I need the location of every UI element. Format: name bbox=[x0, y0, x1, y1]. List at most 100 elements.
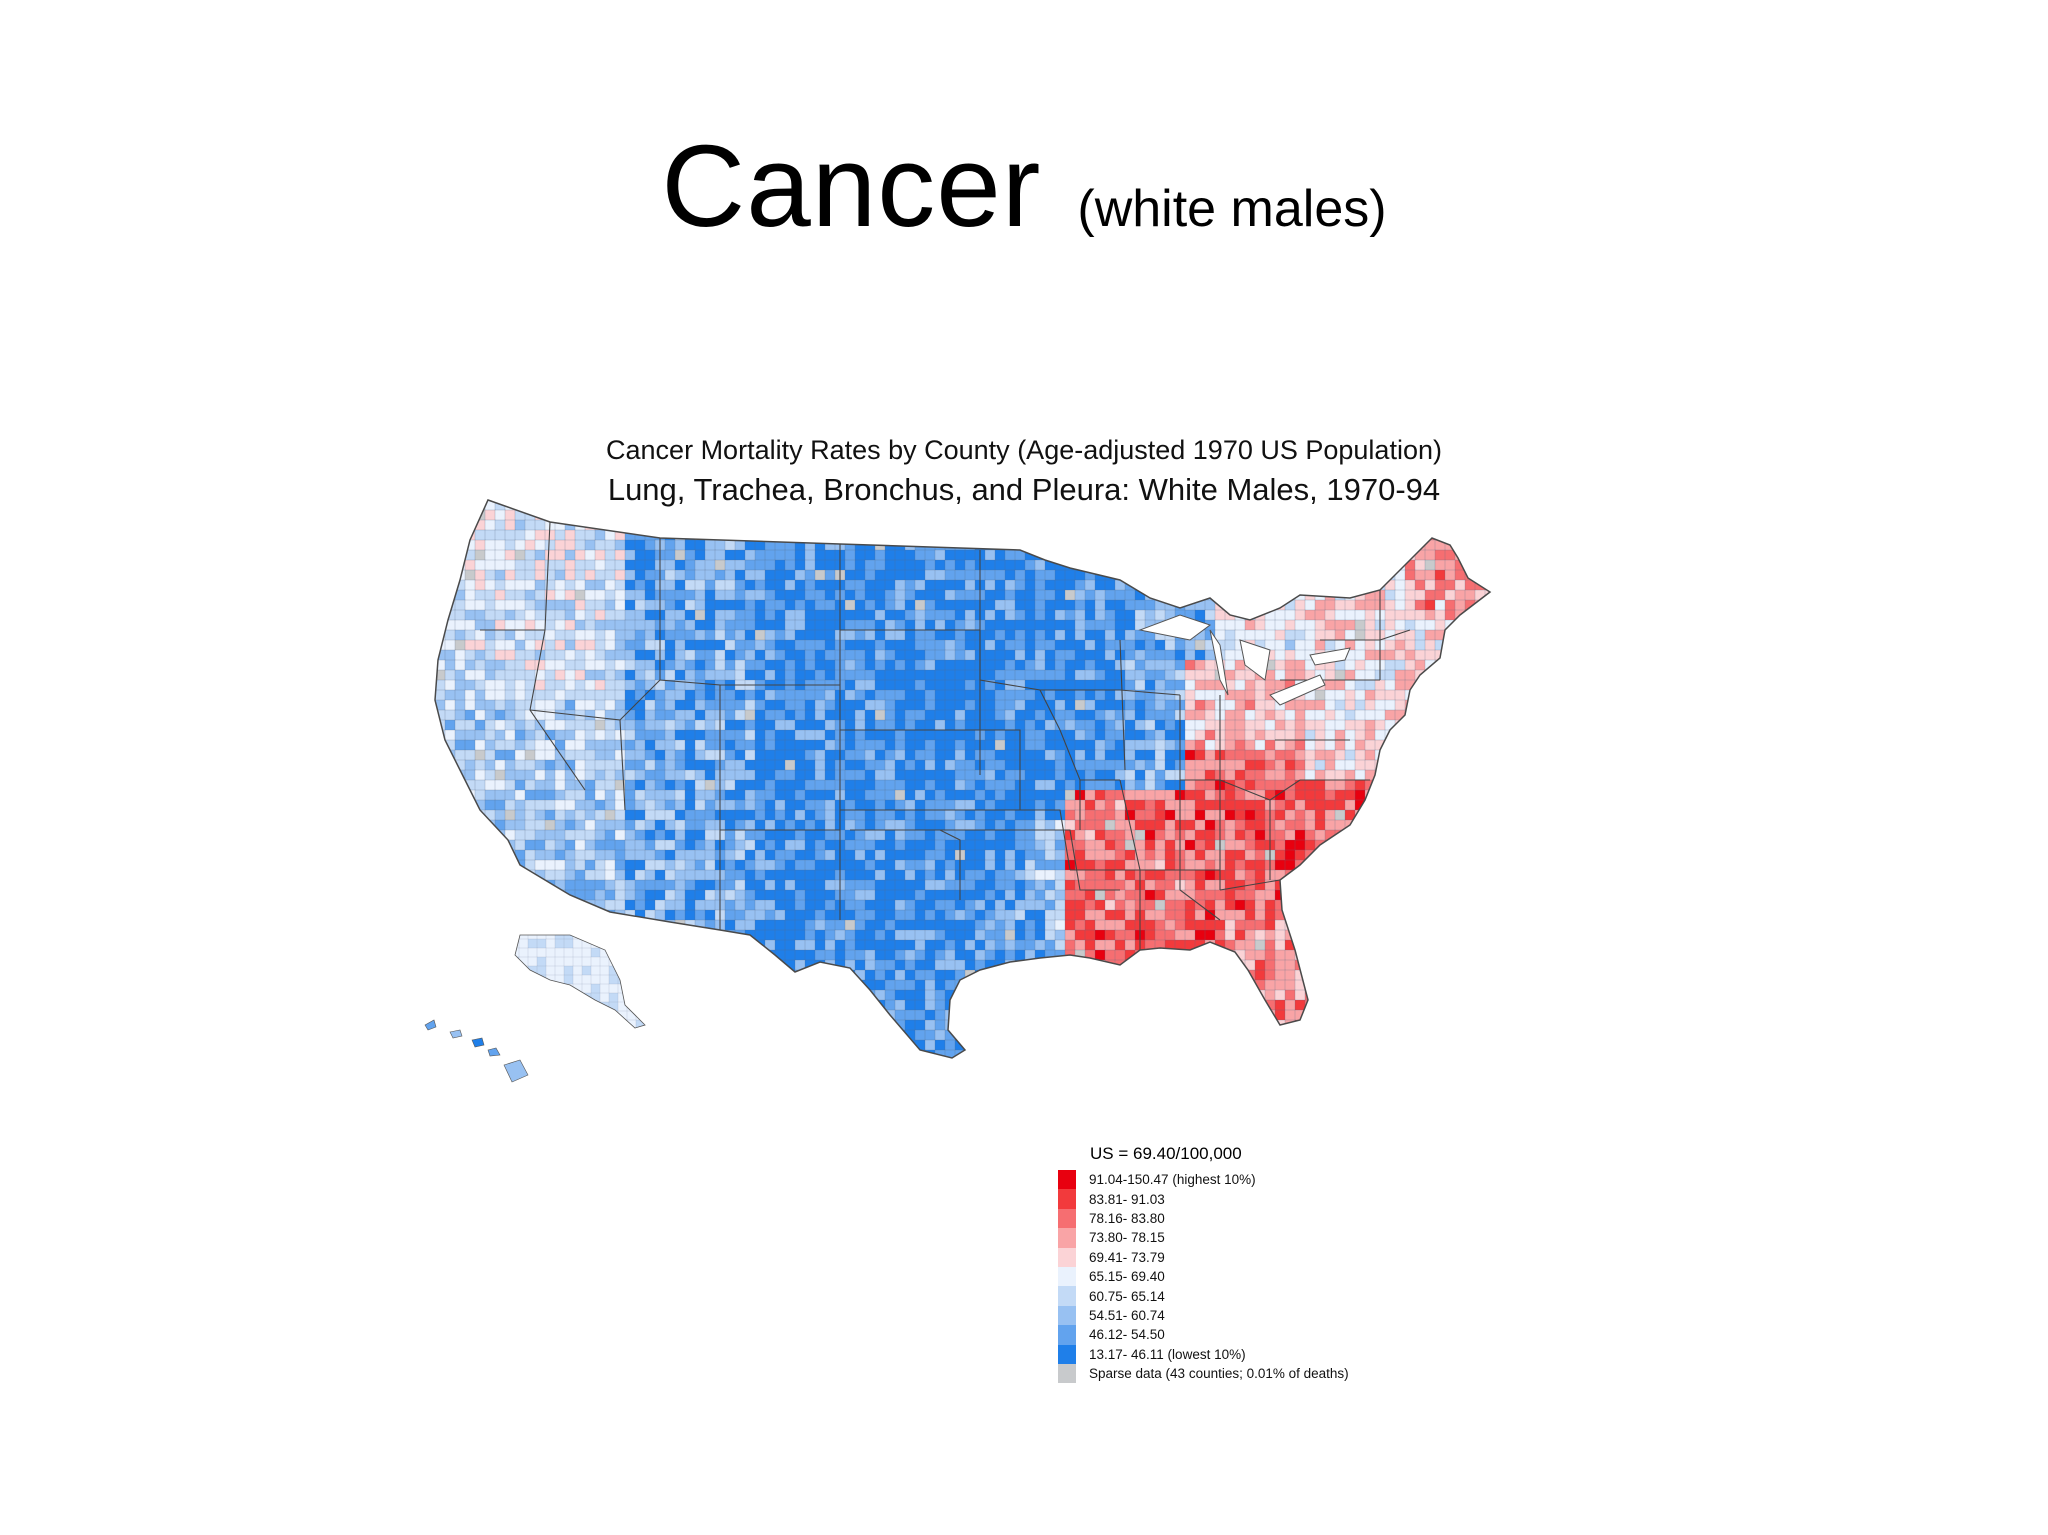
county-cell bbox=[524, 599, 536, 611]
county-cell bbox=[604, 659, 616, 671]
county-cell bbox=[1495, 530, 1505, 540]
county-cell bbox=[1234, 709, 1246, 721]
county-cell bbox=[764, 609, 776, 621]
county-cell bbox=[1334, 919, 1346, 931]
county-cell bbox=[664, 669, 676, 681]
county-cell bbox=[984, 699, 996, 711]
county-cell bbox=[744, 689, 756, 701]
county-cell bbox=[1054, 500, 1066, 511]
county-cell bbox=[1284, 619, 1296, 631]
county-cell bbox=[564, 639, 576, 651]
county-cell bbox=[1224, 539, 1236, 551]
county-cell bbox=[1374, 500, 1386, 511]
county-cell bbox=[1084, 619, 1096, 631]
county-cell bbox=[484, 809, 496, 821]
county-cell bbox=[1495, 660, 1505, 670]
county-cell bbox=[1384, 689, 1396, 701]
county-cell bbox=[1004, 589, 1016, 601]
county-cell bbox=[844, 689, 856, 701]
county-cell bbox=[664, 609, 676, 621]
county-cell bbox=[864, 519, 876, 531]
county-cell bbox=[1054, 549, 1066, 561]
county-cell bbox=[514, 500, 526, 511]
county-cell bbox=[1244, 889, 1256, 901]
county-cell bbox=[1464, 609, 1476, 621]
county-cell bbox=[834, 529, 846, 541]
county-cell bbox=[1234, 679, 1246, 691]
county-cell bbox=[1304, 749, 1316, 761]
county-cell bbox=[1284, 529, 1296, 541]
county-cell bbox=[494, 789, 506, 801]
county-cell bbox=[534, 539, 546, 551]
county-cell bbox=[1144, 809, 1156, 821]
county-cell bbox=[1244, 779, 1256, 791]
county-cell bbox=[1004, 929, 1016, 941]
county-cell bbox=[1084, 819, 1096, 831]
county-cell bbox=[1384, 889, 1396, 901]
county-cell bbox=[1054, 799, 1066, 811]
county-cell bbox=[1004, 779, 1016, 791]
county-cell bbox=[734, 749, 746, 761]
county-cell bbox=[1054, 939, 1066, 951]
county-cell bbox=[894, 649, 906, 661]
county-cell bbox=[604, 789, 616, 801]
county-cell bbox=[474, 599, 486, 611]
county-cell bbox=[694, 769, 706, 781]
county-cell bbox=[694, 889, 706, 901]
county-cell bbox=[534, 729, 546, 741]
county-cell bbox=[1404, 500, 1416, 501]
county-cell bbox=[1324, 689, 1336, 701]
county-cell bbox=[1004, 909, 1016, 921]
county-cell bbox=[1314, 529, 1326, 541]
county-cell bbox=[1054, 839, 1066, 851]
county-cell bbox=[644, 659, 656, 671]
county-cell bbox=[1384, 509, 1396, 521]
county-cell bbox=[1054, 599, 1066, 611]
county-cell bbox=[1074, 829, 1086, 841]
county-cell bbox=[1074, 909, 1086, 921]
county-cell bbox=[684, 539, 696, 551]
county-cell bbox=[924, 619, 936, 631]
county-cell bbox=[894, 699, 906, 711]
county-cell bbox=[1434, 839, 1446, 851]
county-cell bbox=[764, 629, 776, 641]
county-cell bbox=[1454, 849, 1466, 861]
county-cell bbox=[804, 779, 816, 791]
county-cell bbox=[564, 549, 576, 561]
county-cell bbox=[854, 500, 866, 511]
county-cell bbox=[1354, 909, 1366, 921]
county-cell bbox=[1354, 679, 1366, 691]
county-cell bbox=[594, 769, 606, 781]
county-cell bbox=[1334, 569, 1346, 581]
county-cell bbox=[464, 579, 476, 591]
county-cell bbox=[1034, 779, 1046, 791]
county-cell bbox=[1404, 579, 1416, 591]
county-cell bbox=[884, 639, 896, 651]
county-cell bbox=[1034, 819, 1046, 831]
county-cell bbox=[1034, 889, 1046, 901]
county-cell bbox=[1254, 799, 1266, 811]
county-cell bbox=[984, 809, 996, 821]
county-cell bbox=[844, 759, 856, 771]
county-cell bbox=[1364, 909, 1376, 921]
county-cell bbox=[1254, 839, 1266, 851]
county-cell bbox=[1004, 599, 1016, 611]
county-cell bbox=[1444, 889, 1456, 901]
county-cell bbox=[1374, 519, 1386, 531]
county-cell bbox=[784, 799, 796, 811]
county-cell bbox=[1104, 599, 1116, 611]
county-cell bbox=[1364, 659, 1376, 671]
county-cell bbox=[1464, 889, 1476, 901]
county-cell bbox=[904, 649, 916, 661]
county-cell bbox=[714, 619, 726, 631]
county-cell bbox=[1414, 929, 1426, 941]
county-cell bbox=[1074, 889, 1086, 901]
county-cell bbox=[674, 619, 686, 631]
county-cell bbox=[914, 779, 926, 791]
county-cell bbox=[594, 579, 606, 591]
county-cell bbox=[1094, 739, 1106, 751]
county-cell bbox=[814, 619, 826, 631]
county-cell bbox=[594, 639, 606, 651]
county-cell bbox=[644, 649, 656, 661]
county-cell bbox=[464, 729, 476, 741]
